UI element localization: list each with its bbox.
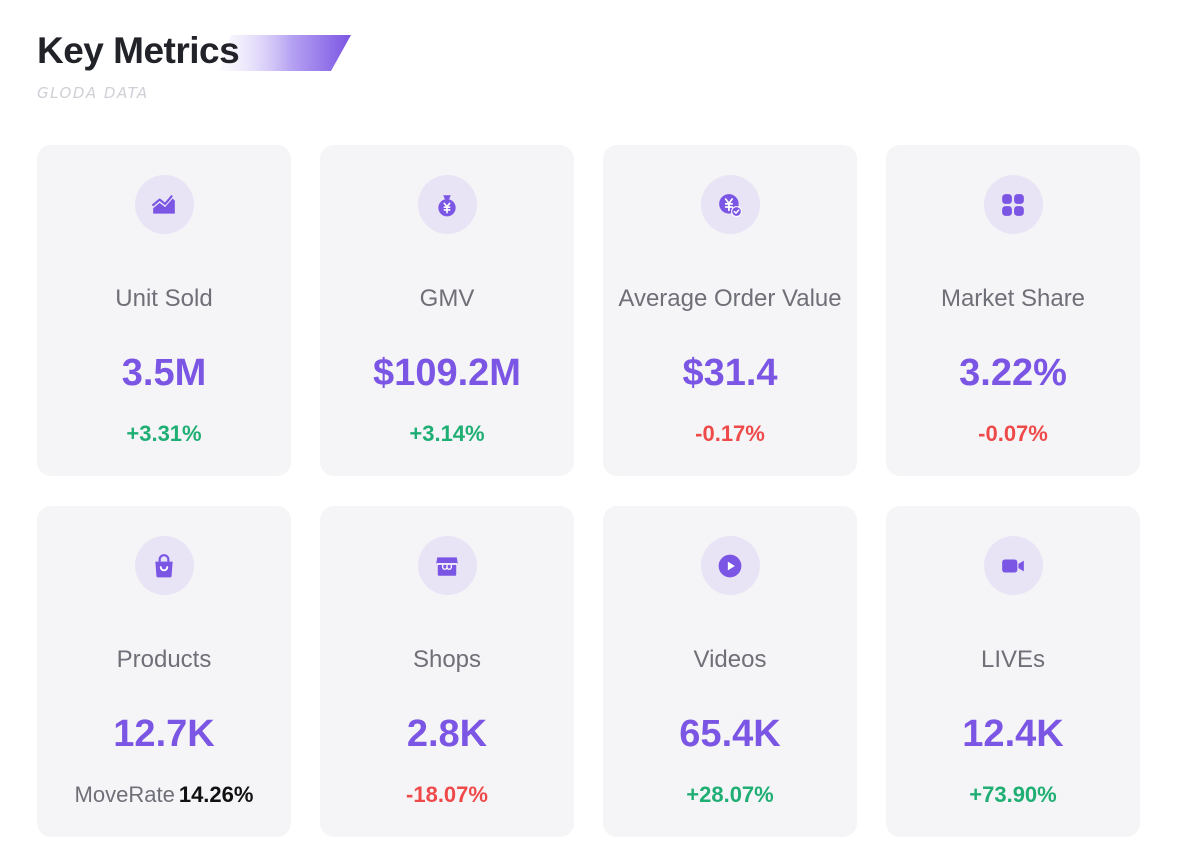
grid-apps-icon <box>983 175 1043 234</box>
metric-label: Products <box>116 646 212 673</box>
metric-value: 65.4K <box>679 713 781 755</box>
metric-label: Shops <box>412 646 482 673</box>
shopping-bag-icon <box>134 536 194 595</box>
metric-change: -0.17% <box>695 421 765 446</box>
metric-card-lives[interactable]: LIVEs 12.4K +73.90% <box>886 506 1140 837</box>
metric-label: Market Share <box>940 285 1086 312</box>
move-rate-label: MoveRate <box>74 782 175 807</box>
metric-value: 3.5M <box>121 352 207 394</box>
title-wrap: Key Metrics <box>37 28 351 76</box>
metrics-grid: Unit Sold 3.5M +3.31% GMV $109.2M +3.14%… <box>37 145 1140 837</box>
metric-value: $31.4 <box>682 352 778 394</box>
move-rate: MoveRate 14.26% <box>37 781 291 809</box>
metric-change: +3.31% <box>126 421 202 446</box>
metric-card-unit-sold[interactable]: Unit Sold 3.5M +3.31% <box>37 145 291 476</box>
metric-change: -18.07% <box>406 782 488 807</box>
store-icon <box>417 536 477 595</box>
metric-label: Videos <box>693 646 767 673</box>
coin-check-icon <box>700 175 760 234</box>
page-subtitle: GLODA DATA <box>37 84 149 102</box>
metric-label: Average Order Value <box>618 285 842 312</box>
metric-value: $109.2M <box>373 352 521 394</box>
metric-card-average-order-value[interactable]: Average Order Value $31.4 -0.17% <box>603 145 857 476</box>
metric-change: -0.07% <box>978 421 1048 446</box>
play-video-icon <box>700 536 760 595</box>
metric-label: LIVEs <box>980 646 1046 673</box>
metric-change: +3.14% <box>409 421 485 446</box>
page-title: Key Metrics <box>37 30 240 71</box>
money-bag-icon <box>417 175 477 234</box>
metric-label: GMV <box>419 285 475 312</box>
metric-value: 3.22% <box>959 352 1067 394</box>
metric-value: 12.4K <box>962 713 1064 755</box>
metric-change: +28.07% <box>686 782 774 807</box>
metric-card-market-share[interactable]: Market Share 3.22% -0.07% <box>886 145 1140 476</box>
metric-card-gmv[interactable]: GMV $109.2M +3.14% <box>320 145 574 476</box>
metric-card-videos[interactable]: Videos 65.4K +28.07% <box>603 506 857 837</box>
chart-trend-icon <box>134 175 194 234</box>
metric-card-products[interactable]: Products 12.7K MoveRate 14.26% <box>37 506 291 837</box>
title-accent-shape <box>219 35 351 71</box>
move-rate-value: 14.26% <box>178 782 254 807</box>
metric-value: 2.8K <box>406 713 488 755</box>
metric-value: 12.7K <box>113 713 215 755</box>
video-camera-icon <box>983 536 1043 595</box>
metric-change: +73.90% <box>969 782 1057 807</box>
metric-label: Unit Sold <box>115 285 213 312</box>
metric-card-shops[interactable]: Shops 2.8K -18.07% <box>320 506 574 837</box>
section-header: Key Metrics GLODA DATA <box>37 28 351 102</box>
